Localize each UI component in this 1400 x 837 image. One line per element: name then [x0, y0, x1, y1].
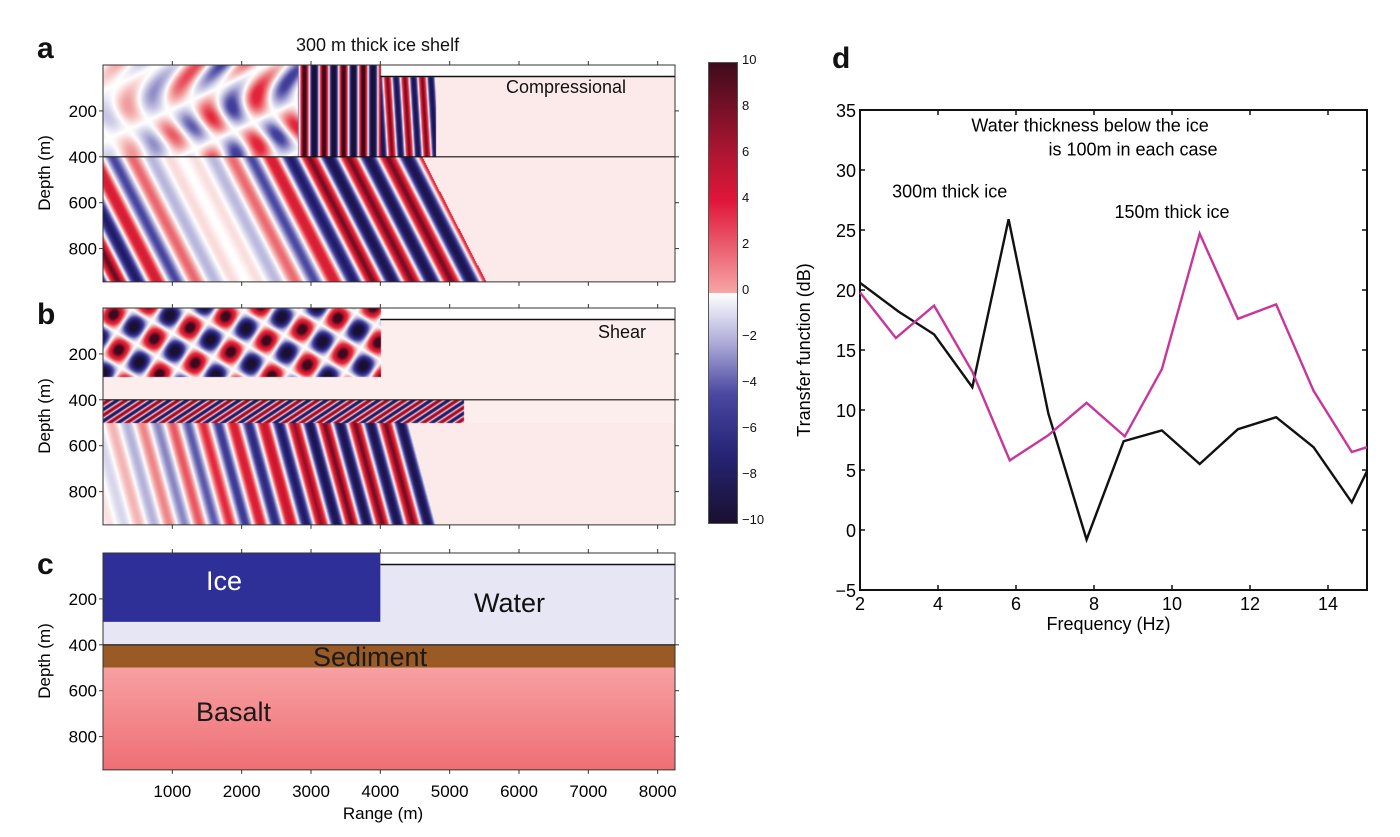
- chart-annotation: Water thickness below the ice: [971, 116, 1208, 136]
- colorbar-tick-label: −2: [742, 328, 757, 343]
- depth-tick-label: 600: [69, 194, 97, 213]
- panel-a-frame: [102, 64, 676, 283]
- y-tick-label: 10: [836, 401, 856, 421]
- x-tick-label: 10: [1162, 594, 1182, 614]
- y-axis-label: Transfer function (dB): [794, 263, 814, 436]
- x-tick-label: 2: [855, 594, 865, 614]
- colorbar-tick-label: 8: [742, 98, 750, 113]
- y-tick-label: 35: [836, 101, 856, 121]
- series-line-300m-ice: [859, 218, 1369, 544]
- left-panels-axes: 200 400 600 800 Depth (m) 200 400 600 800 Depth (…: [35, 61, 679, 823]
- colorbar-tick-label: −10: [742, 512, 765, 527]
- panel-label-b: b: [37, 298, 56, 331]
- range-tick-label: 2000: [223, 782, 261, 801]
- y-tick-label: 20: [836, 281, 856, 301]
- depth-tick-label: 800: [69, 483, 97, 502]
- water-label: Water: [474, 588, 546, 618]
- depth-tick-label: 400: [69, 148, 97, 167]
- chart-annotation: is 100m in each case: [1048, 140, 1217, 160]
- y-tick-label: 25: [836, 221, 856, 241]
- depth-tick-label: 200: [69, 345, 97, 364]
- panel-label-a: a: [37, 32, 54, 65]
- range-axis-label: Range (m): [343, 804, 423, 823]
- compressional-label: Compressional: [506, 77, 627, 97]
- shear-label: Shear: [598, 322, 647, 342]
- y-tick-label: 0: [846, 521, 856, 541]
- panel-label-c: c: [37, 548, 54, 581]
- panel-a-wavefield: [103, 65, 675, 282]
- range-tick-label: 1000: [153, 782, 191, 801]
- range-tick-label: 3000: [292, 782, 330, 801]
- depth-tick-label: 600: [69, 682, 97, 701]
- panel-b-frame: [102, 307, 676, 526]
- depth-tick-label: 800: [69, 240, 97, 259]
- depth-tick-label: 600: [69, 437, 97, 456]
- sediment-layer: [103, 644, 675, 668]
- colorbar-tick-label: −8: [742, 466, 757, 481]
- left-figure-title: 300 m thick ice shelf: [296, 35, 460, 55]
- colorbar-tick-label: 10: [742, 52, 757, 67]
- depth-tick-label: 200: [69, 590, 97, 609]
- depth-axis-label: Depth (m): [35, 378, 54, 454]
- ice-label: Ice: [206, 566, 243, 596]
- basalt-label: Basalt: [196, 697, 272, 727]
- y-tick-label: 5: [846, 461, 856, 481]
- sediment-label: Sediment: [313, 642, 428, 672]
- ice-layer: [103, 553, 381, 622]
- x-tick-label: 12: [1240, 594, 1260, 614]
- y-tick-label: −5: [835, 581, 856, 601]
- depth-axis-label: Depth (m): [35, 623, 54, 699]
- basalt-layer: [103, 667, 675, 770]
- colorbar-tick-label: −4: [742, 374, 757, 389]
- x-tick-label: 14: [1318, 594, 1338, 614]
- chart-annotation: 150m thick ice: [1114, 202, 1229, 222]
- x-tick-label: 4: [933, 594, 943, 614]
- x-tick-label: 6: [1011, 594, 1021, 614]
- depth-tick-label: 800: [69, 728, 97, 747]
- colorbar-tick-label: 0: [742, 282, 750, 297]
- panel-label-d: d: [832, 42, 851, 75]
- colorbar-tick-label: 2: [742, 236, 750, 251]
- y-tick-label: 30: [836, 161, 856, 181]
- colorbar-tick-label: 6: [742, 144, 750, 159]
- depth-axis-label: Depth (m): [35, 135, 54, 211]
- panel-c-frame: [102, 552, 676, 771]
- colorbar-tick-label: −6: [742, 420, 757, 435]
- range-tick-label: 4000: [361, 782, 399, 801]
- range-tick-label: 6000: [500, 782, 538, 801]
- x-tick-label: 8: [1089, 594, 1099, 614]
- colorbar-tick-label: 4: [742, 190, 750, 205]
- series-line-150m-ice: [859, 230, 1368, 463]
- range-tick-label: 8000: [639, 782, 677, 801]
- depth-tick-label: 400: [69, 636, 97, 655]
- depth-tick-label: 200: [69, 102, 97, 121]
- transfer-function-chart: 2 4 6 8 10 12 14 −5 0 5 10 15 20 25 30 35 Frequency (Hz)…: [794, 101, 1369, 634]
- panel-b-wavefield: [103, 308, 675, 525]
- x-axis-label: Frequency (Hz): [1046, 614, 1170, 634]
- y-tick-label: 15: [836, 341, 856, 361]
- depth-tick-label: 400: [69, 391, 97, 410]
- chart-annotation: 300m thick ice: [892, 182, 1007, 202]
- colorbar: [708, 62, 738, 524]
- range-tick-label: 7000: [569, 782, 607, 801]
- range-tick-label: 5000: [431, 782, 469, 801]
